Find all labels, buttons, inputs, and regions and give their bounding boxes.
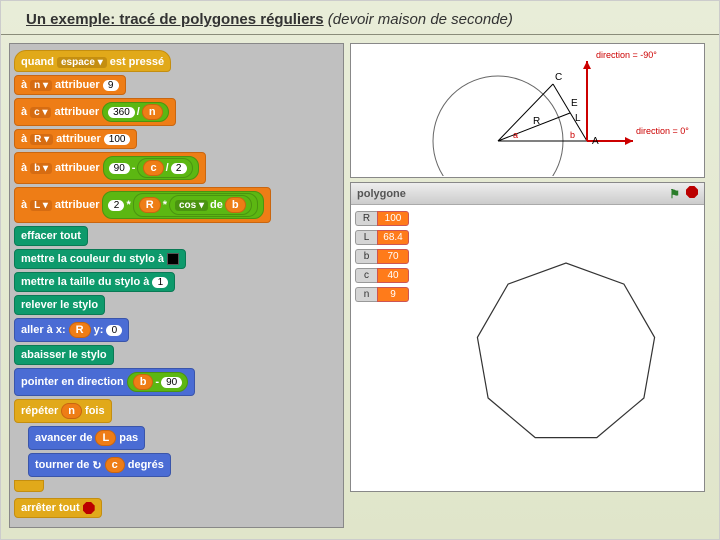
- var-name: R: [355, 211, 377, 226]
- var-c-dropdown[interactable]: c ▾: [30, 107, 51, 118]
- repeat-block[interactable]: répéter n fois: [14, 399, 112, 423]
- goto-block[interactable]: aller à x: R y: 0: [14, 318, 129, 342]
- pen-down-block[interactable]: abaisser le stylo: [14, 345, 114, 365]
- stage-header: polygone ⚑: [351, 183, 704, 205]
- var-monitor: b70: [355, 249, 427, 264]
- set-b-block[interactable]: à b ▾ attribuer 90 - c / 2: [14, 152, 206, 184]
- when-label: quand: [21, 56, 54, 68]
- svg-text:L: L: [575, 113, 581, 124]
- var-name: b: [355, 249, 377, 264]
- pen-size-block[interactable]: mettre la taille du stylo à 1: [14, 272, 175, 292]
- two-times-Rcosb: 2 * R * cos ▾ de b: [102, 191, 263, 219]
- ninety-minus-c2: 90 - c / 2: [103, 156, 199, 180]
- pen-color-block[interactable]: mettre la couleur du stylo à: [14, 249, 186, 269]
- svg-text:a: a: [513, 130, 518, 140]
- var-monitor: c40: [355, 268, 427, 283]
- set-c-block[interactable]: à c ▾ attribuer 360 / n: [14, 98, 176, 126]
- R-value-input[interactable]: 100: [104, 134, 131, 145]
- var-value: 9: [377, 287, 409, 302]
- n-value-input[interactable]: 9: [103, 80, 119, 91]
- svg-text:direction = 0°: direction = 0°: [636, 126, 689, 136]
- var-b-dropdown[interactable]: b ▾: [30, 163, 52, 174]
- color-input[interactable]: [167, 253, 179, 265]
- var-value: 100: [377, 211, 409, 226]
- svg-text:A: A: [592, 136, 599, 147]
- var-value: 68.4: [377, 230, 409, 245]
- turn-icon: ↻: [92, 459, 101, 472]
- diagram-svg: A C E L R a b direction = -90° direction…: [358, 46, 698, 176]
- geometry-diagram: A C E L R a b direction = -90° direction…: [350, 43, 705, 178]
- title-main: Un exemple: tracé de polygones réguliers: [26, 11, 324, 28]
- var-value: 40: [377, 268, 409, 283]
- R-times-cosb: R * cos ▾ de b: [133, 193, 258, 217]
- div-360-n: 360 / n: [102, 102, 168, 122]
- cos-b: cos ▾ de b: [169, 195, 252, 215]
- move-block[interactable]: avancer de L pas: [28, 426, 145, 450]
- set-r-block[interactable]: à R ▾ attribuer 100: [14, 129, 137, 149]
- script-area: quand espace ▾ est pressé à n ▾ attribue…: [9, 43, 344, 528]
- pressed-label: est pressé: [110, 56, 164, 68]
- stop-button-icon[interactable]: [686, 186, 698, 201]
- svg-text:b: b: [570, 130, 575, 140]
- var-name: L: [355, 230, 377, 245]
- n-reporter: n: [142, 104, 163, 120]
- var-name: c: [355, 268, 377, 283]
- clear-block[interactable]: effacer tout: [14, 226, 88, 246]
- svg-text:direction = -90°: direction = -90°: [596, 50, 657, 60]
- var-L-dropdown[interactable]: L ▾: [30, 200, 52, 211]
- polygon-shape: [477, 263, 654, 438]
- repeat-end: [14, 480, 44, 492]
- variable-monitors: R100L68.4b70c40n9: [351, 205, 431, 491]
- stop-block[interactable]: arrêter tout: [14, 498, 102, 518]
- green-flag-icon[interactable]: ⚑: [669, 187, 680, 201]
- set-L-block[interactable]: à L ▾ attribuer 2 * R * cos ▾ de b: [14, 187, 271, 223]
- stage-canvas: [431, 205, 704, 491]
- stop-icon: [83, 502, 95, 514]
- var-value: 70: [377, 249, 409, 264]
- svg-text:R: R: [533, 116, 540, 127]
- b-minus-90: b - 90: [127, 372, 189, 392]
- title-underline: [1, 34, 719, 35]
- svg-text:C: C: [555, 72, 562, 83]
- key-dropdown[interactable]: espace ▾: [57, 57, 107, 68]
- set-n-block[interactable]: à n ▾ attribuer 9: [14, 75, 126, 95]
- var-monitor: R100: [355, 211, 427, 226]
- svg-text:E: E: [571, 98, 578, 109]
- stage-title: polygone: [357, 188, 406, 200]
- var-name: n: [355, 287, 377, 302]
- point-block[interactable]: pointer en direction b - 90: [14, 368, 195, 396]
- var-monitor: n9: [355, 287, 427, 302]
- var-R-dropdown[interactable]: R ▾: [30, 134, 53, 145]
- var-monitor: L68.4: [355, 230, 427, 245]
- slide-title: Un exemple: tracé de polygones réguliers…: [1, 1, 719, 34]
- pen-up-block[interactable]: relever le stylo: [14, 295, 105, 315]
- turn-block[interactable]: tourner de ↻ c degrés: [28, 453, 171, 477]
- c-div-2: c / 2: [137, 158, 192, 178]
- hat-block[interactable]: quand espace ▾ est pressé: [14, 50, 171, 72]
- stage: polygone ⚑ R100L68.4b70c40n9: [350, 182, 705, 492]
- var-n-dropdown[interactable]: n ▾: [30, 80, 52, 91]
- title-sub: (devoir maison de seconde): [328, 11, 513, 28]
